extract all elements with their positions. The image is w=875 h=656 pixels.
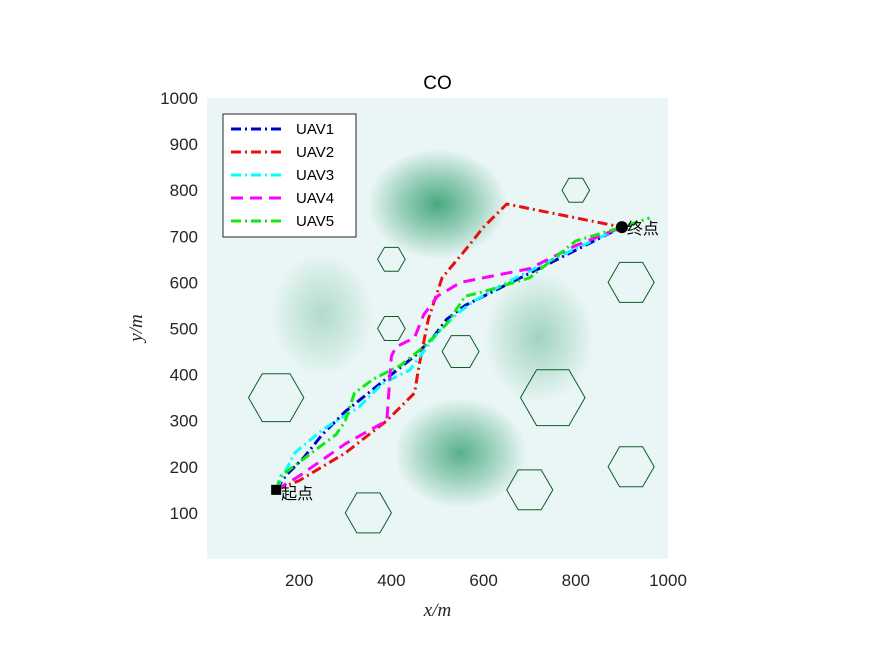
x-tick-label: 600 [469, 571, 497, 590]
threat-zone [394, 397, 527, 509]
obstacle-hexagon [344, 492, 392, 534]
path-uav1 [274, 225, 623, 491]
x-tick-label: 800 [562, 571, 590, 590]
obstacle-hexagon [377, 316, 406, 341]
legend: UAV1 UAV2 UAV3 UAV4 UAV5 [222, 113, 357, 238]
y-tick-label: 700 [170, 227, 198, 246]
x-tick-label: 400 [377, 571, 405, 590]
start-marker [271, 484, 282, 495]
y-tick-label: 800 [170, 181, 198, 200]
x-tick-label: 200 [285, 571, 313, 590]
threat-zone [367, 148, 508, 260]
y-tick-label: 1000 [160, 89, 198, 108]
legend-box [222, 113, 357, 238]
y-axis-ticks: 100 200 300 400 500 600 700 800 900 1000 [160, 89, 198, 523]
y-tick-label: 300 [170, 412, 198, 431]
paths-layer [274, 202, 651, 492]
x-axis-label: x/m [423, 600, 451, 621]
end-marker [615, 221, 628, 234]
y-tick-label: 200 [170, 458, 198, 477]
y-tick-label: 400 [170, 366, 198, 385]
obstacles-layer [247, 177, 655, 534]
obstacle-hexagon [607, 261, 655, 303]
y-tick-label: 500 [170, 320, 198, 339]
legend-label: UAV2 [296, 144, 334, 161]
threat-field [270, 148, 595, 509]
y-tick-label: 900 [170, 135, 198, 154]
obstacle-hexagon [519, 369, 586, 427]
start-label: 起点 [281, 484, 313, 503]
legend-label: UAV4 [296, 190, 334, 207]
x-tick-label: 1000 [649, 571, 687, 590]
path-uav5 [274, 216, 651, 491]
path-uav3 [274, 225, 623, 491]
obstacle-hexagon [607, 446, 655, 488]
end-label: 终点 [627, 219, 659, 238]
chart-title: CO [423, 73, 452, 94]
obstacle-hexagon [561, 177, 591, 203]
path-uav2 [275, 202, 623, 492]
threat-zone [483, 271, 595, 405]
x-axis-ticks: 200 400 600 800 1000 [285, 571, 687, 590]
obstacle-hexagon [506, 469, 554, 511]
obstacle-hexagon [377, 246, 406, 272]
legend-label: UAV5 [296, 213, 334, 230]
markers-layer: 起点 终点 [271, 219, 659, 503]
y-tick-label: 100 [170, 504, 198, 523]
legend-label: UAV3 [296, 167, 334, 184]
obstacle-hexagon [247, 373, 305, 423]
y-tick-label: 600 [170, 273, 198, 292]
legend-label: UAV1 [296, 121, 334, 138]
y-axis-label: y/m [126, 314, 147, 343]
obstacle-hexagon [441, 335, 480, 368]
path-uav4 [275, 225, 623, 492]
threat-zone [270, 251, 374, 378]
